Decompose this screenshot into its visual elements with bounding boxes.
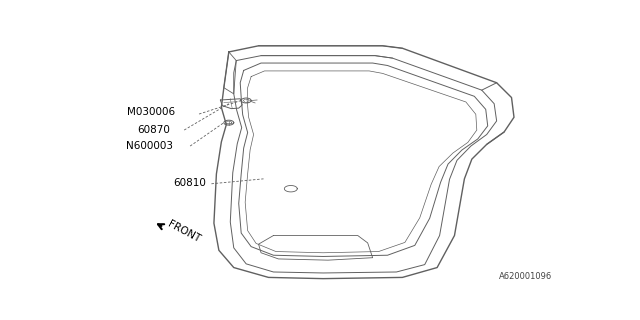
Text: 60870: 60870 [137,124,170,134]
Text: A620001096: A620001096 [499,272,552,281]
Text: 60810: 60810 [173,178,205,188]
Text: M030006: M030006 [127,107,175,117]
Text: N600003: N600003 [125,141,173,151]
Text: FRONT: FRONT [166,219,202,244]
